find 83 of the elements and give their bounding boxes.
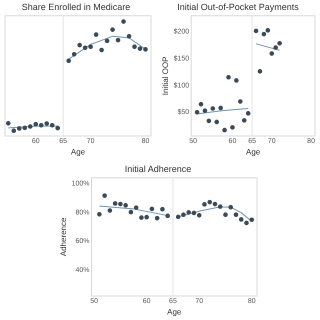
point (138, 46, 142, 51)
point (238, 217, 244, 222)
point (110, 27, 115, 32)
point (123, 203, 128, 208)
point (134, 205, 138, 210)
x-axis-title: Age (246, 147, 261, 156)
point (160, 206, 165, 212)
point (246, 111, 250, 116)
point (116, 38, 120, 42)
point (186, 210, 191, 215)
point (118, 202, 123, 206)
point (99, 48, 104, 52)
point (144, 214, 149, 220)
point (104, 38, 110, 44)
point (121, 19, 126, 24)
point (176, 214, 180, 220)
point (266, 28, 270, 33)
point (273, 45, 278, 50)
point (202, 108, 208, 113)
point (112, 201, 118, 206)
point (139, 215, 144, 220)
point (181, 212, 186, 217)
point (44, 121, 50, 126)
chart-title: Initial Out-of-Pocket Payments (177, 2, 300, 12)
point (249, 217, 254, 222)
point (66, 58, 71, 64)
point (238, 99, 243, 104)
point (234, 212, 238, 217)
point (82, 45, 88, 50)
point (97, 212, 102, 217)
point (258, 69, 262, 74)
point (202, 202, 207, 207)
point (192, 210, 196, 216)
chart-title: Share Enrolled in Medicare (22, 2, 130, 12)
point (150, 206, 154, 212)
y-axis-title: Adherence (59, 217, 68, 256)
x-axis-title: Age (167, 307, 182, 316)
point (218, 106, 223, 110)
chart-title: Initial Adherence (124, 164, 192, 174)
point (214, 120, 220, 124)
point (212, 202, 218, 206)
point (269, 51, 274, 56)
point (218, 204, 223, 209)
point (154, 216, 160, 220)
point (196, 212, 202, 218)
point (223, 212, 228, 217)
point (126, 34, 132, 39)
point (94, 32, 98, 37)
point (254, 28, 258, 34)
point (198, 102, 204, 106)
point (102, 193, 107, 198)
point (222, 128, 227, 132)
point (88, 44, 93, 50)
point (262, 32, 266, 36)
point (16, 126, 22, 131)
point (206, 118, 212, 124)
point (194, 110, 200, 115)
x-axis-title: Age (70, 147, 86, 156)
point (244, 220, 249, 226)
point (165, 214, 170, 218)
point (132, 44, 137, 50)
point (234, 78, 239, 83)
point (228, 204, 234, 210)
point (277, 40, 282, 46)
point (128, 210, 134, 214)
point (11, 128, 16, 134)
point (28, 124, 33, 129)
point (143, 47, 148, 52)
point (72, 52, 76, 57)
point (230, 125, 235, 130)
point (55, 126, 60, 130)
point (77, 42, 82, 48)
point (33, 122, 38, 127)
point (38, 122, 44, 128)
point (50, 122, 55, 128)
point (108, 208, 112, 213)
point (226, 74, 231, 80)
point (210, 106, 216, 111)
point (207, 200, 212, 204)
point (22, 126, 28, 130)
point (6, 120, 11, 126)
point (242, 118, 247, 123)
y-axis-title: Initial OOP (161, 56, 170, 96)
